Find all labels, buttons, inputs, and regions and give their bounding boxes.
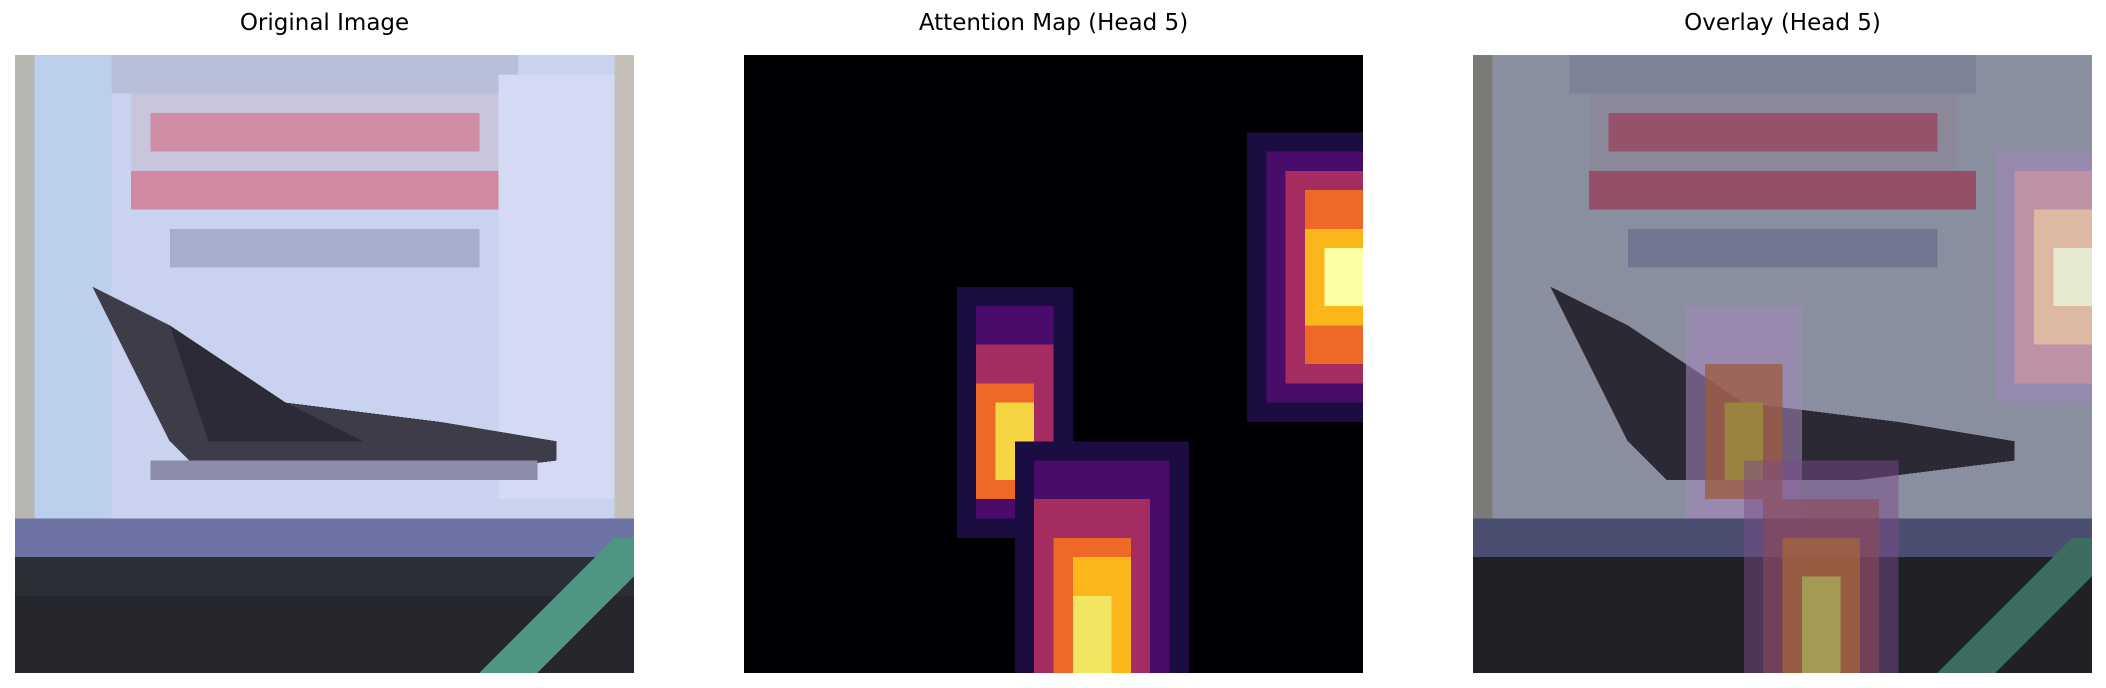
original-image bbox=[15, 55, 634, 673]
attention-map-title: Attention Map (Head 5) bbox=[918, 10, 1189, 36]
overlay-image bbox=[1473, 55, 2092, 673]
overlay-title: Overlay (Head 5) bbox=[1684, 10, 1881, 36]
attention-map bbox=[744, 55, 1363, 673]
original-image-title: Original Image bbox=[239, 10, 410, 36]
